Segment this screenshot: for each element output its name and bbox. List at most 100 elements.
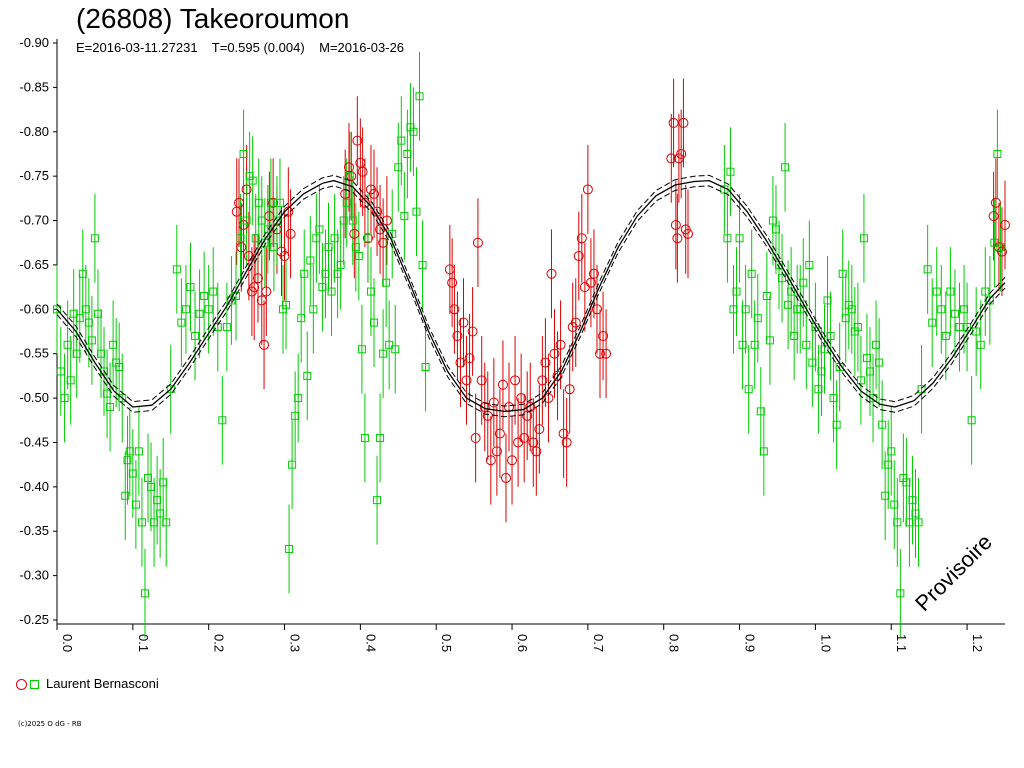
data-point-square (771, 225, 780, 234)
data-point-circle (449, 304, 460, 315)
x-tick-label: 0.0 (60, 634, 75, 652)
data-point-square (747, 269, 756, 278)
data-point-square (342, 198, 351, 207)
data-point-square (162, 518, 171, 527)
data-point-square (312, 234, 321, 243)
data-point-square (177, 318, 186, 327)
data-point-square (741, 305, 750, 314)
data-point-circle (458, 317, 469, 328)
data-point-square (911, 509, 920, 518)
period-text: T=0.595 (0.004) (211, 40, 305, 55)
data-point-square (191, 331, 200, 340)
data-point-square (385, 340, 394, 349)
data-point-square (805, 260, 814, 269)
data-point-square (400, 212, 409, 221)
data-point-circle (264, 211, 275, 222)
data-point-square (266, 198, 275, 207)
fit-curve-lower-band (56, 174, 1006, 407)
data-point-square (967, 416, 976, 425)
data-point-circle (555, 339, 566, 350)
data-point-square (905, 518, 914, 527)
y-tick-label: -0.80 (19, 124, 49, 139)
data-point-circle (585, 277, 596, 288)
data-point-circle (467, 326, 478, 337)
y-tick-label: -0.35 (19, 523, 49, 538)
data-point-circle (279, 251, 290, 262)
data-point-square (993, 149, 1002, 158)
data-point-square (303, 371, 312, 380)
data-point-square (106, 402, 115, 411)
data-point-circle (534, 424, 545, 435)
data-point-square (63, 340, 72, 349)
data-point-square (239, 149, 248, 158)
data-point-square (213, 323, 222, 332)
data-point-square (778, 274, 787, 283)
data-point-square (84, 318, 93, 327)
data-point-circle (507, 455, 518, 466)
x-tick-label: 0.5 (439, 634, 454, 652)
legend-observer-label: Laurent Bernasconi (46, 676, 159, 691)
data-point-square (306, 256, 315, 265)
data-point-square (288, 460, 297, 469)
data-point-circle (670, 219, 681, 230)
data-point-square (121, 491, 130, 500)
data-point-square (802, 340, 811, 349)
data-point-square (125, 447, 134, 456)
legend-square-marker (30, 679, 39, 689)
data-point-circle (359, 197, 370, 208)
data-point-square (759, 447, 768, 456)
data-point-square (914, 518, 923, 527)
data-point-square (134, 447, 143, 456)
data-point-square (379, 349, 388, 358)
data-point-circle (528, 437, 539, 448)
data-point-square (908, 496, 917, 505)
data-point-square (937, 305, 946, 314)
data-point-square (195, 309, 204, 318)
x-tick-label: 1.2 (970, 634, 985, 652)
data-point-circle (444, 264, 455, 275)
data-point-square (144, 473, 153, 482)
data-point-square (345, 172, 354, 181)
copyright-credit: (c)2025 O dG - RB (18, 720, 82, 728)
data-point-square (181, 305, 190, 314)
data-point-square (859, 234, 868, 243)
data-point-square (412, 207, 421, 216)
data-point-square (150, 518, 159, 527)
data-point-circle (285, 228, 296, 239)
data-point-square (808, 358, 817, 367)
data-point-square (847, 305, 856, 314)
y-tick-label: -0.85 (19, 79, 49, 94)
data-point-circle (576, 233, 587, 244)
data-point-square (875, 358, 884, 367)
data-point-square (735, 234, 744, 243)
data-point-square (321, 269, 330, 278)
data-point-square (137, 518, 146, 527)
chart-parameters: E=2016-03-11.27231 T=0.595 (0.004) M=201… (76, 40, 404, 55)
data-point-circle (996, 246, 1007, 257)
data-point-square (373, 496, 382, 505)
data-point-square (282, 300, 291, 309)
data-point-circle (349, 228, 360, 239)
data-point-circle (598, 330, 609, 341)
data-point-square (881, 491, 890, 500)
data-point-square (376, 434, 385, 443)
data-point-square (360, 434, 369, 443)
data-point-circle (601, 348, 612, 359)
x-tick-label: 1.1 (894, 634, 909, 652)
data-point-square (159, 478, 168, 487)
data-point-circle (1000, 219, 1010, 230)
data-point-square (348, 216, 357, 225)
data-point-square (946, 287, 955, 296)
x-tick-label: 0.1 (136, 634, 151, 652)
data-point-square (394, 163, 403, 172)
data-point-square (421, 363, 430, 372)
x-tick-label: 0.6 (515, 634, 530, 652)
data-point-square (204, 305, 213, 314)
data-point-circle (682, 228, 693, 239)
data-point-circle (516, 393, 527, 404)
data-point-square (72, 349, 81, 358)
y-tick-label: -0.70 (19, 213, 49, 228)
data-point-square (409, 127, 418, 136)
data-point-circle (485, 455, 496, 466)
data-point-square (762, 291, 771, 300)
